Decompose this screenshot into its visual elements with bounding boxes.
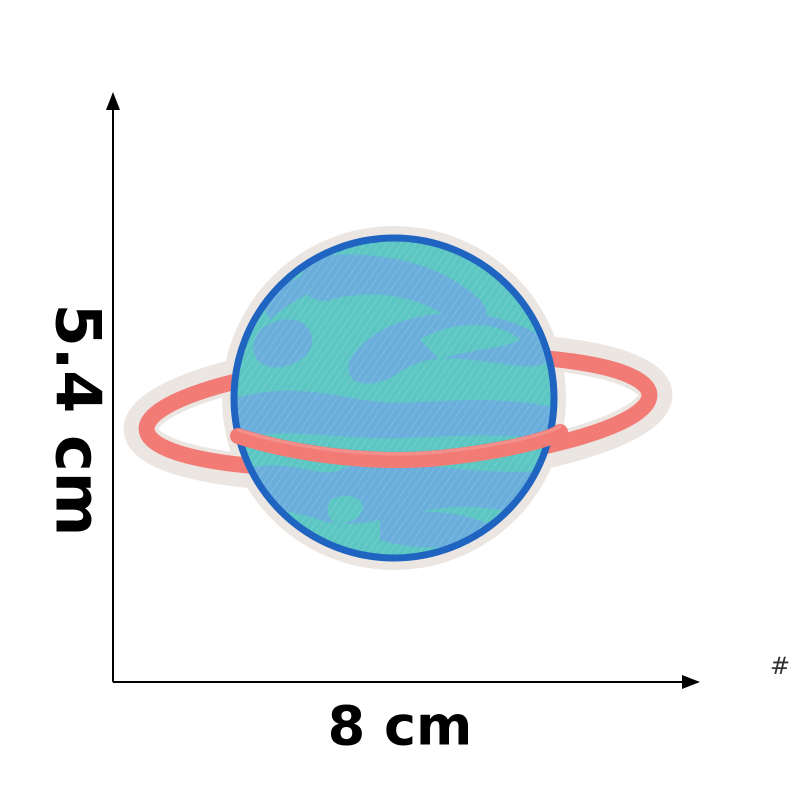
corner-mark: # [770, 652, 791, 680]
dimension-arrows [106, 92, 700, 689]
width-dimension-label: 8 cm [327, 694, 473, 758]
height-dimension-label: 5.4 cm [41, 303, 115, 537]
planet-swirls [234, 238, 554, 558]
ring-front [230, 424, 568, 468]
planet-outline [230, 234, 558, 562]
planet-body [230, 234, 558, 562]
vertical-arrowhead [106, 92, 120, 110]
horizontal-arrowhead [682, 675, 700, 689]
